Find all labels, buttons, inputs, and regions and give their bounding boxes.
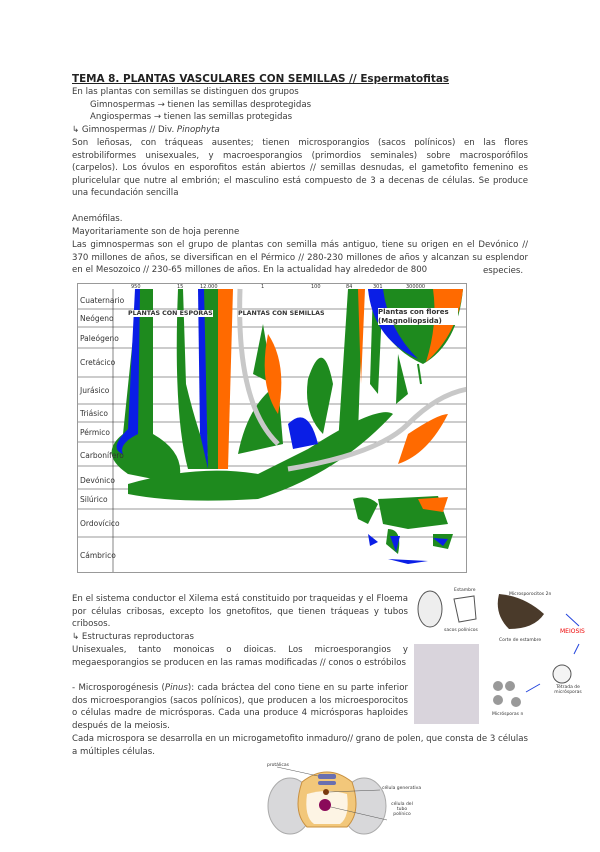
period-label: Jurásico	[80, 386, 110, 395]
paragraph-8: Cada microspora se desarrolla en un micr…	[72, 734, 529, 757]
text: ): cada bráctea del cono tiene en su par…	[72, 683, 408, 731]
world-map	[353, 496, 453, 564]
fig-label: protálicas	[267, 763, 289, 768]
period-label: Ordovícico	[80, 519, 120, 528]
fig-label: Estambre	[454, 588, 476, 593]
count-label: 84	[346, 284, 353, 290]
period-label: Cámbrico	[80, 551, 116, 560]
pollen-grain-drawing	[267, 766, 388, 835]
count-label: 100	[311, 284, 321, 290]
period-label: Cretácico	[80, 358, 116, 367]
group-gymnosperms: Gimnospermas → tienen las semillas despr…	[90, 99, 311, 112]
fig-label: célula del tubo polínico	[391, 802, 413, 817]
fig-label: Microsporocitos 2n	[509, 592, 552, 597]
paragraph-6: Unisexuales, tanto monoicas o dioicas. L…	[72, 645, 408, 668]
paragraph-4-end: especies.	[483, 266, 524, 276]
period-label: Cuaternario	[80, 296, 125, 305]
group-text: Gimnospermas → tienen las semillas despr…	[90, 100, 312, 110]
fig-label: Tétrada de micrósporas	[554, 685, 582, 695]
period-label: Carbonífero	[80, 451, 124, 460]
period-label: Neógeno	[80, 314, 114, 323]
period-label: Silúrico	[80, 495, 108, 504]
count-label: 15	[177, 284, 184, 290]
microsporogenesis-figure: Estambre sacos polínicos Microsporocitos…	[414, 584, 600, 724]
text: - Microsporogénesis (	[72, 683, 165, 693]
count-label: 301	[373, 284, 383, 290]
lineage-shapes	[111, 288, 466, 501]
period-label: Devónico	[80, 476, 115, 485]
group-text: Angiospermas → tienen las semillas prote…	[90, 112, 293, 122]
paragraph-3: Mayoritariamente son de hoja perenne	[72, 227, 240, 237]
intro-text: En las plantas con semillas se distingue…	[72, 87, 299, 97]
count-label: 12.000	[200, 284, 218, 290]
microsporogenesis-drawing	[414, 590, 580, 724]
heading-text: ↳ Gimnospermas // Div.	[72, 125, 177, 135]
spores-label: PLANTAS CON ESPORAS	[128, 310, 213, 317]
fig-label: Corte de estambre	[499, 638, 542, 643]
paragraph-5: En el sistema conductor el Xilema está c…	[72, 594, 408, 630]
page-title: TEMA 8. PLANTAS VASCULARES CON SEMILLAS …	[72, 73, 450, 85]
count-label: 950	[131, 284, 141, 290]
evolution-drawing	[78, 288, 466, 572]
count-label: 1	[261, 284, 265, 290]
heading-italic: Pinophyta	[176, 125, 220, 135]
text-italic: Pinus	[164, 683, 188, 693]
repro-heading: ↳ Estructuras reproductoras	[72, 632, 194, 642]
period-label: Pérmico	[80, 428, 110, 437]
period-label: Paleógeno	[80, 334, 119, 343]
group-angiosperms: Angiospermas → tienen las semillas prote…	[90, 111, 292, 124]
plant-evolution-figure: Cuaternario Neógeno Paleógeno Cretácico …	[77, 283, 467, 573]
paragraph-4: Las gimnospermas son el grupo de plantas…	[72, 240, 528, 276]
gymno-heading: ↳ Gimnospermas // Div. Pinophyta	[72, 124, 220, 137]
paragraph-2: Anemófilas.	[72, 214, 123, 224]
fig-label: sacos polínicos	[444, 628, 478, 633]
pollen-grain-figure: protálicas célula generativa célula del …	[262, 762, 432, 848]
paragraph-7: - Microsporogénesis (Pinus): cada brácte…	[72, 682, 408, 732]
seeds-label: PLANTAS CON SEMILLAS	[238, 310, 325, 317]
flowers-label: Plantas con flores (Magnoliopsida)	[378, 308, 458, 325]
period-label: Triásico	[80, 409, 108, 418]
paragraph-1: Son leñosas, con tráqueas ausentes; tien…	[72, 138, 528, 199]
fig-label: MEIOSIS	[560, 628, 585, 635]
fig-label: célula generativa	[382, 786, 422, 791]
fig-label: Micrósporas n	[492, 712, 524, 717]
count-label: 300000	[406, 284, 426, 290]
